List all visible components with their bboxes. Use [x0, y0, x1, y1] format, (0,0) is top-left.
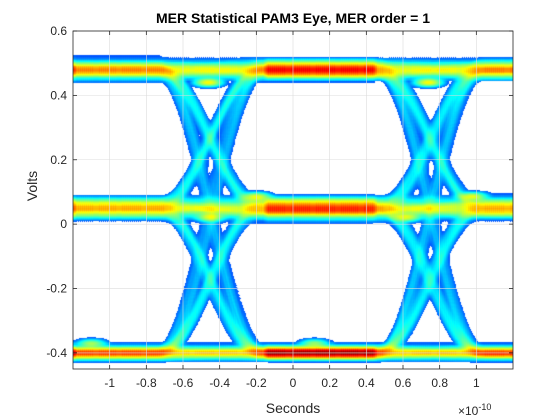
x-tick-label: -0.6	[173, 376, 194, 390]
x-axis-label: Seconds	[265, 400, 321, 416]
y-tick-label: 0	[60, 217, 67, 231]
x-axis-exponent: ×10-10	[458, 402, 492, 418]
y-tick-label: 0.2	[50, 153, 67, 167]
x-axis: -1 -0.8 -0.6 -0.4 -0.2 0 0.2 0.4 0.6 0.8 1	[104, 31, 480, 390]
x-tick-label: -1	[104, 376, 115, 390]
x-tick-label: 0.6	[395, 376, 412, 390]
y-tick-label: 0.4	[50, 88, 67, 102]
x-tick-label: 0	[290, 376, 297, 390]
y-tick-label: -0.4	[46, 346, 67, 360]
x-tick-label: -0.2	[246, 376, 267, 390]
x-tick-label: 0.2	[321, 376, 338, 390]
x-tick-label: -0.4	[209, 376, 230, 390]
x-tick-label: -0.8	[136, 376, 157, 390]
chart-title: MER Statistical PAM3 Eye, MER order = 1	[156, 10, 430, 26]
x-tick-label: 1	[473, 376, 480, 390]
x-tick-label: 0.8	[431, 376, 448, 390]
x-tick-label: 0.4	[358, 376, 375, 390]
y-tick-label: 0.6	[50, 24, 67, 38]
y-axis-label: Volts	[24, 170, 40, 202]
y-axis: -0.4 -0.2 0 0.2 0.4 0.6	[46, 24, 513, 360]
y-tick-label: -0.2	[46, 282, 67, 296]
